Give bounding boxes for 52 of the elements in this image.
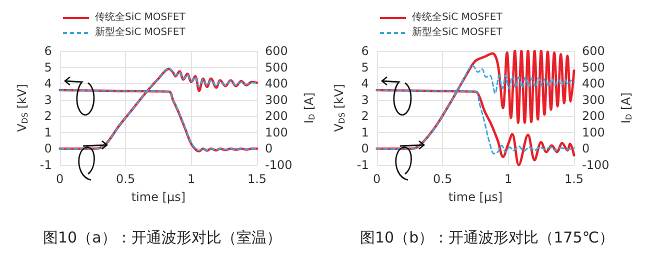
y2-tick-label: 0 xyxy=(265,142,273,156)
y2-tick-label: -100 xyxy=(265,158,292,172)
text: 图10（b）：开通波形对比（175℃） xyxy=(360,228,614,246)
y-tick-label: 1 xyxy=(361,125,369,140)
x-tick-label: 0.5 xyxy=(433,172,452,186)
y2-tick-label: 500 xyxy=(265,60,288,74)
y2-tick-label: 400 xyxy=(582,76,605,91)
legend-label: 传统全SiC MOSFET xyxy=(412,10,502,25)
y-tick-label: 4 xyxy=(44,76,52,91)
x-tick-label: 1.5 xyxy=(564,172,584,186)
y-axis-title: VDS [kV] xyxy=(15,84,30,132)
y-tick-label: 0 xyxy=(361,142,369,156)
y2-axis-title: ID [A] xyxy=(619,92,634,124)
y2-tick-label: 400 xyxy=(265,76,288,91)
y2-tick-label: 300 xyxy=(582,92,605,107)
y2-tick-label: -100 xyxy=(582,158,610,172)
y-tick-label: 2 xyxy=(361,109,369,124)
x-tick-label: 0.5 xyxy=(116,172,136,186)
y2-tick-label: 100 xyxy=(265,125,288,140)
x-tick-label: 1 xyxy=(187,172,196,186)
y-tick-label: 1 xyxy=(44,125,52,140)
y2-tick-label: 100 xyxy=(582,125,605,140)
y-tick-label: 3 xyxy=(361,92,369,107)
x-tick-label: 0 xyxy=(373,172,381,186)
y-tick-label: 2 xyxy=(44,109,52,124)
y2-tick-label: 300 xyxy=(265,92,288,107)
x-axis-title: time [µs] xyxy=(448,190,503,204)
y-tick-label: 5 xyxy=(44,60,52,74)
y2-axis-title: ID [A] xyxy=(302,92,317,124)
legend-label: 新型全SiC MOSFET xyxy=(412,26,502,40)
x-tick-label: 1 xyxy=(504,172,512,186)
x-axis-title: time [µs] xyxy=(131,190,186,204)
y2-tick-label: 500 xyxy=(582,60,605,74)
y-tick-label: 3 xyxy=(44,92,52,107)
x-tick-label: 1.5 xyxy=(247,172,267,186)
y2-tick-label: 200 xyxy=(265,109,288,124)
y-tick-label: -1 xyxy=(40,158,52,172)
y-tick-label: 0 xyxy=(44,142,52,156)
y-tick-label: 6 xyxy=(361,44,369,58)
legend-label: 新型全SiC MOSFET xyxy=(95,26,186,40)
text: 图10（a）：开通波形对比（室温） xyxy=(43,228,282,246)
y-tick-label: -1 xyxy=(356,158,369,172)
y-axis-title: VDS [kV] xyxy=(332,84,346,132)
y-tick-label: 4 xyxy=(361,76,369,91)
y2-tick-label: 600 xyxy=(265,44,288,58)
y-tick-label: 5 xyxy=(361,60,369,74)
x-tick-label: 0 xyxy=(56,172,64,186)
y2-tick-label: 600 xyxy=(582,44,605,58)
y-tick-label: 6 xyxy=(44,44,52,58)
y2-tick-label: 200 xyxy=(582,109,605,124)
y2-tick-label: 0 xyxy=(582,142,590,156)
legend-label: 传统全SiC MOSFET xyxy=(95,10,186,25)
